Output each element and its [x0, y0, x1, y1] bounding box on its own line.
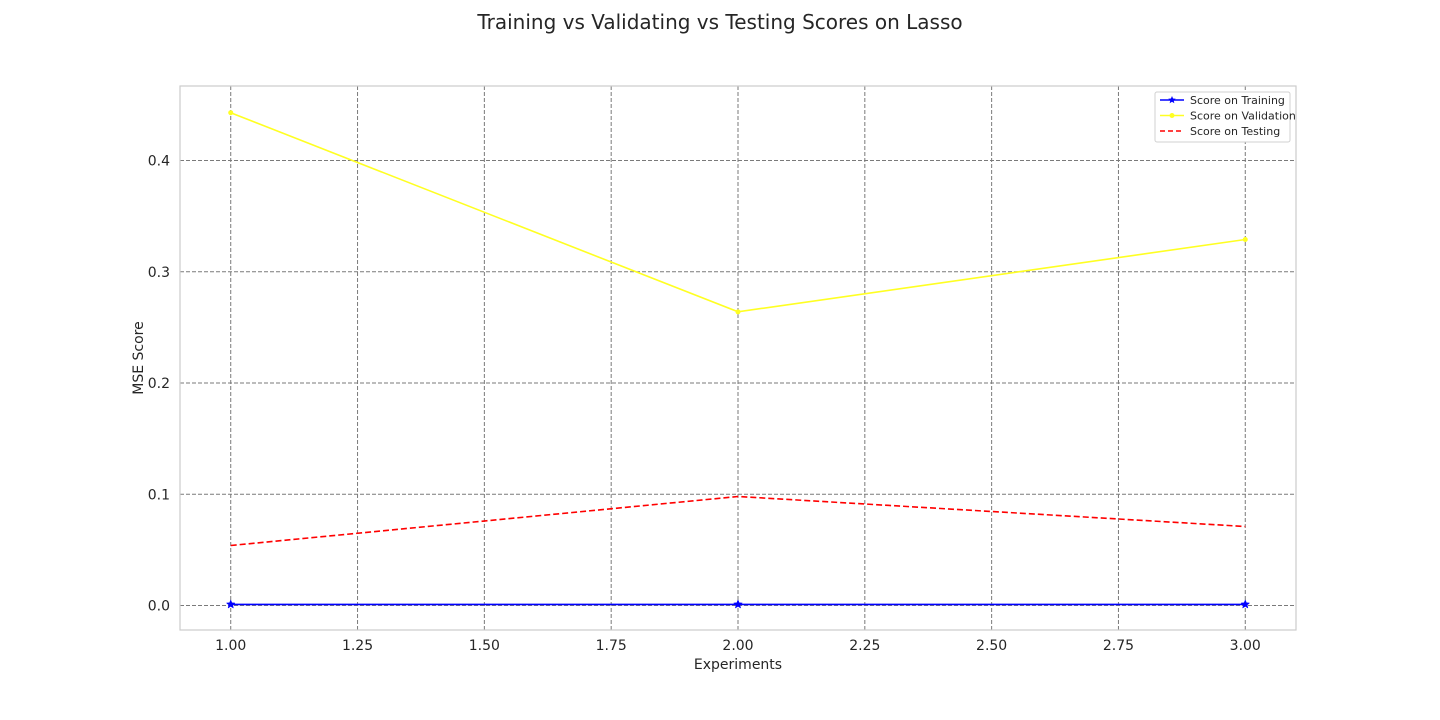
data-point [228, 110, 234, 116]
x-tick-label: 3.00 [1230, 638, 1261, 654]
data-point [225, 599, 236, 609]
x-tick-label: 1.50 [469, 638, 500, 654]
y-axis-ticks: 0.0 0.1 0.2 0.3 0.4 [148, 154, 170, 615]
legend-item-score-on-testing: Score on Testing [1160, 125, 1280, 138]
series-score-on-testing [230, 495, 1246, 547]
y-tick-label: 0.0 [148, 599, 170, 615]
x-tick-label: 2.75 [1103, 638, 1134, 654]
x-axis-ticks: 1.00 1.25 1.50 1.75 2.00 2.25 2.50 2.75 3.00 [215, 638, 1261, 654]
y-tick-label: 0.2 [148, 376, 170, 392]
x-axis-label: Experiments [694, 657, 782, 673]
series-score-on-training [225, 599, 1251, 609]
data-point [1242, 237, 1248, 243]
legend-marker [1168, 96, 1176, 104]
legend-label: Score on Training [1190, 94, 1285, 107]
x-tick-label: 2.25 [849, 638, 880, 654]
y-tick-label: 0.3 [148, 265, 170, 281]
legend-label: Score on Validation [1190, 110, 1296, 123]
grid-lines [180, 86, 1296, 630]
legend: Score on Training Score on Validation Scor… [1154, 91, 1296, 143]
x-tick-label: 1.25 [342, 638, 373, 654]
data-point [733, 599, 743, 609]
x-tick-label: 2.50 [976, 638, 1007, 654]
series-line-score-on-testing [230, 495, 1246, 547]
legend-box [1154, 91, 1291, 143]
legend-marker [1169, 113, 1175, 118]
x-tick-label: 2.00 [722, 638, 753, 654]
y-tick-label: 0.4 [148, 154, 170, 170]
y-tick-label: 0.1 [148, 487, 170, 503]
series-score-on-validation [228, 110, 1248, 315]
x-tick-label: 1.75 [596, 638, 627, 654]
data-point [1240, 599, 1251, 609]
legend-item-score-on-training: Score on Training [1160, 94, 1285, 107]
plot-area-frame [179, 85, 1297, 631]
legend-item-score-on-validation: Score on Validation [1160, 110, 1296, 123]
data-point [735, 309, 741, 315]
x-tick-label: 1.00 [215, 638, 246, 654]
chart-title: Training vs Validating vs Testing Scores… [476, 10, 962, 34]
y-axis-label: MSE Score [131, 321, 147, 394]
legend-label: Score on Testing [1190, 125, 1280, 138]
series-layer [225, 110, 1251, 609]
